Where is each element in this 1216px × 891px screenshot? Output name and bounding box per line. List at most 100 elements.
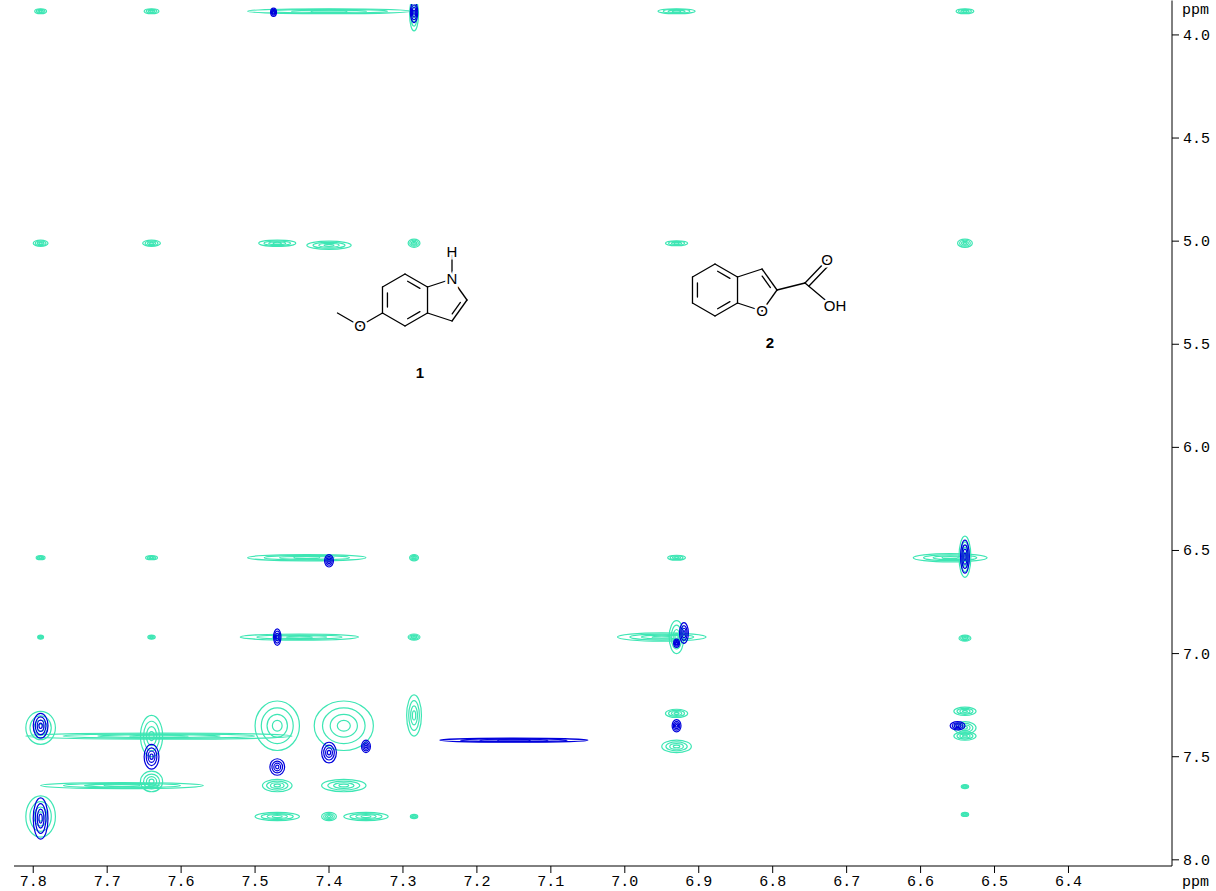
contour-level — [407, 695, 422, 736]
y-tick-label: 6.0 — [1183, 440, 1210, 457]
y-tick-label: 6.5 — [1183, 543, 1210, 560]
cross-peak — [248, 555, 366, 561]
y-tick — [1172, 34, 1179, 35]
contour-level — [954, 724, 961, 728]
y-tick — [1172, 653, 1179, 654]
contour-level — [273, 242, 281, 244]
contour-level — [356, 815, 376, 819]
contour-level — [662, 740, 692, 752]
y-tick — [1172, 550, 1179, 551]
bond — [428, 313, 452, 321]
contour-level — [255, 812, 299, 820]
contour-level — [361, 816, 371, 818]
contour-level — [364, 744, 368, 750]
contour-level — [410, 635, 419, 639]
contour-level — [248, 555, 366, 561]
contour-level — [150, 557, 153, 559]
bond — [692, 277, 693, 303]
contour-level — [36, 556, 45, 560]
contour-level — [408, 239, 420, 247]
contour-level — [145, 241, 158, 245]
contour-level — [964, 552, 967, 561]
contour-level — [272, 761, 283, 773]
contour-level — [964, 786, 966, 788]
cross-peak — [322, 779, 366, 791]
contour-level — [666, 742, 687, 751]
contour-level — [962, 545, 968, 569]
contour-level — [322, 742, 337, 763]
bond — [382, 274, 405, 287]
contour-level — [665, 709, 687, 717]
contour-level — [411, 5, 416, 20]
contour-level — [146, 777, 156, 786]
contour-level — [143, 240, 161, 246]
contour-level — [35, 717, 46, 735]
contour-level — [665, 241, 687, 246]
bond — [737, 277, 738, 303]
x-tick — [329, 866, 330, 873]
x-tick — [1068, 866, 1069, 873]
compound-label: 1 — [416, 364, 424, 381]
contour-level — [38, 635, 44, 639]
cross-peak — [665, 709, 687, 717]
cross-peak — [668, 555, 686, 560]
contour-level — [962, 547, 967, 566]
contour-level — [275, 631, 280, 643]
contour-level — [259, 240, 296, 246]
contour-level — [146, 748, 157, 766]
contour-level — [410, 4, 419, 31]
cross-peak — [961, 812, 968, 816]
contour-level — [41, 782, 204, 788]
contour-level — [952, 723, 963, 729]
atom-label: N — [447, 270, 458, 287]
x-tick-label: 6.5 — [981, 874, 1008, 891]
contour-level — [307, 241, 351, 249]
structure: OOOH2 — [692, 251, 846, 351]
contour-level — [271, 8, 277, 16]
contour-level — [680, 623, 689, 644]
contour-level — [961, 636, 970, 640]
contour-level — [413, 10, 415, 15]
cross-peak — [410, 4, 419, 31]
contour-level — [961, 812, 968, 816]
bond — [452, 300, 467, 321]
contour-level — [963, 813, 966, 815]
y-tick-label: 5.0 — [1183, 234, 1210, 251]
contour-level — [326, 815, 333, 819]
contour-level — [274, 763, 281, 771]
contour-level — [440, 738, 588, 742]
cross-peak — [33, 240, 48, 246]
bond — [452, 302, 460, 313]
contour-level — [408, 634, 420, 640]
contour-level — [148, 635, 155, 639]
contour-level — [674, 242, 679, 244]
contour-level — [957, 733, 973, 739]
cross-peak — [950, 722, 965, 730]
y-tick-label: 7.0 — [1183, 647, 1210, 664]
contour-level — [669, 710, 685, 716]
contour-level — [962, 241, 969, 245]
x-tick-label: 7.0 — [611, 874, 638, 891]
contour-level — [264, 555, 349, 559]
x-axis-title: ppm — [1182, 874, 1209, 891]
cross-peak — [26, 711, 56, 744]
bond — [387, 293, 388, 307]
contour-level — [149, 636, 154, 639]
y-tick — [1172, 241, 1179, 242]
cross-peak — [408, 634, 420, 640]
contour-level — [964, 637, 967, 639]
contour-level — [365, 745, 367, 748]
contour-level — [962, 637, 967, 640]
contour-level — [33, 240, 48, 246]
x-tick — [107, 866, 108, 873]
contour-level — [330, 714, 357, 737]
contour-level — [40, 636, 42, 638]
contour-level — [150, 754, 153, 759]
contour-level — [954, 707, 976, 715]
cross-peak — [255, 701, 299, 750]
contour-level — [149, 779, 154, 784]
contour-level — [942, 557, 958, 559]
contour-level — [150, 10, 153, 12]
contour-level — [350, 814, 382, 820]
contour-level — [339, 784, 349, 787]
